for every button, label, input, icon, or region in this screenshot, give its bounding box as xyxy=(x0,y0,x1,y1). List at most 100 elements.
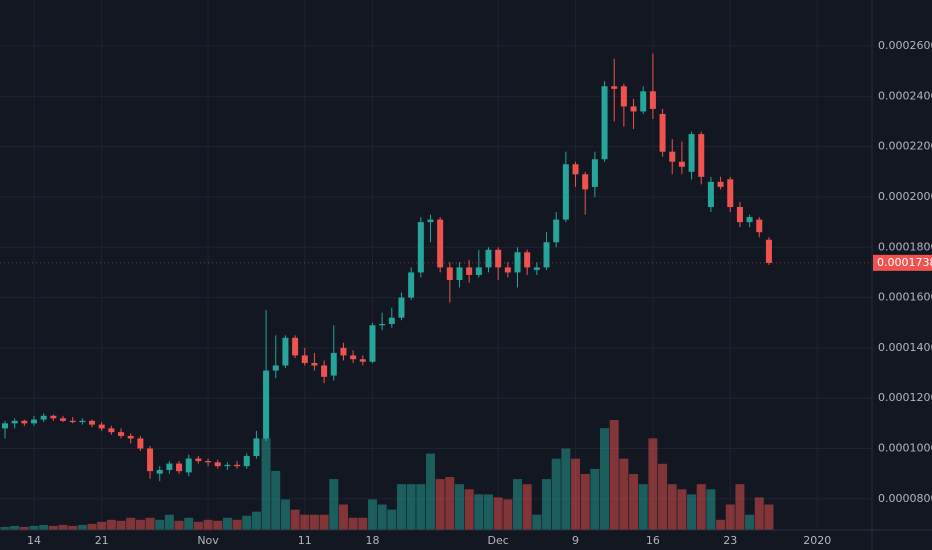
volume-bar xyxy=(638,484,648,530)
candle-body xyxy=(195,458,202,462)
volume-bar xyxy=(174,520,184,530)
candle-body xyxy=(427,219,434,223)
candle-body xyxy=(707,181,714,208)
candle-body xyxy=(601,86,608,160)
volume-bar xyxy=(261,438,271,530)
y-tick-label: 0.0002200 xyxy=(878,140,932,153)
candle-body xyxy=(205,461,212,463)
candle-body xyxy=(137,438,144,449)
volume-bar xyxy=(290,509,300,530)
volume-bar xyxy=(348,517,358,530)
volume-bar xyxy=(764,504,774,530)
candle-body xyxy=(340,347,347,356)
volume-bar xyxy=(29,525,39,530)
volume-bar xyxy=(677,489,687,530)
candle-body xyxy=(118,432,125,436)
candle-body xyxy=(311,362,318,366)
volume-bar xyxy=(19,526,29,530)
candle-body xyxy=(282,337,289,366)
candle-body xyxy=(234,464,241,467)
x-tick-label: 16 xyxy=(646,534,660,547)
volume-bar xyxy=(484,494,493,530)
candle-body xyxy=(21,420,28,424)
volume-bar xyxy=(542,479,552,530)
candle-body xyxy=(89,420,96,425)
volume-bar xyxy=(164,514,174,530)
candle-body xyxy=(504,267,511,273)
candle-body xyxy=(475,267,482,275)
y-tick-label: 0.0000800 xyxy=(878,492,932,505)
candle-body xyxy=(292,337,299,356)
last-price-label: 0.0001738 xyxy=(877,256,932,269)
volume-bar xyxy=(97,521,107,530)
volume-bar xyxy=(648,438,658,530)
x-tick-label: 11 xyxy=(298,534,312,547)
volume-bar xyxy=(716,519,726,530)
candle-body xyxy=(659,113,666,152)
volume-bar xyxy=(319,514,329,530)
volume-bar xyxy=(745,514,755,530)
candle-body xyxy=(640,91,647,112)
volume-bar xyxy=(387,509,397,530)
volume-bar xyxy=(271,470,281,530)
volume-bar xyxy=(213,520,223,530)
candle-body xyxy=(330,352,337,376)
x-tick-label: Dec xyxy=(488,534,509,547)
candle-body xyxy=(108,428,115,433)
candle-body xyxy=(350,355,357,360)
candle-body xyxy=(69,420,76,423)
candle-body xyxy=(147,448,154,472)
candle-body xyxy=(31,419,38,424)
candle-body xyxy=(736,207,743,223)
volume-bar xyxy=(280,499,290,530)
volume-bar xyxy=(513,479,523,530)
candle-body xyxy=(263,370,270,439)
candle-body xyxy=(60,418,67,421)
volume-bar xyxy=(425,453,435,530)
volume-bar xyxy=(193,521,203,530)
candle-body xyxy=(495,249,502,268)
candle-body xyxy=(214,462,221,467)
volume-bar xyxy=(406,484,416,530)
volume-bar xyxy=(658,463,668,530)
volume-bar xyxy=(39,524,49,530)
volume-bar xyxy=(222,517,232,530)
y-tick-label: 0.0002400 xyxy=(878,89,932,102)
volume-bar xyxy=(10,525,20,530)
volume-bar xyxy=(58,524,68,530)
candle-body xyxy=(446,267,453,280)
candle-body xyxy=(272,365,279,371)
volume-bar xyxy=(329,479,339,530)
volume-bar xyxy=(358,517,368,530)
volume-bar xyxy=(503,499,513,530)
volume-bar xyxy=(155,519,165,530)
volume-bar xyxy=(551,458,561,530)
candle-body xyxy=(727,179,734,208)
volume-bar xyxy=(493,497,503,530)
volume-bar xyxy=(251,511,261,530)
candle-body xyxy=(2,423,8,429)
candle-body xyxy=(688,134,695,172)
y-tick-label: 0.0001400 xyxy=(878,341,932,354)
x-tick-label: 14 xyxy=(27,534,41,547)
volume-bar xyxy=(232,519,242,530)
candle-body xyxy=(698,134,705,177)
volume-bar xyxy=(377,504,387,530)
candle-body xyxy=(582,174,589,190)
volume-bar xyxy=(116,520,126,530)
candle-body xyxy=(678,161,685,167)
candle-body xyxy=(224,464,231,467)
volume-bar xyxy=(590,468,600,530)
volume-bar xyxy=(561,448,571,530)
y-tick-label: 0.0001200 xyxy=(878,391,932,404)
volume-bar xyxy=(203,519,213,530)
volume-bar xyxy=(300,514,310,530)
candle-body xyxy=(379,323,386,326)
volume-bar xyxy=(735,484,745,530)
volume-bar xyxy=(454,484,464,530)
candle-body xyxy=(669,151,676,162)
candle-body xyxy=(756,219,763,233)
candle-body xyxy=(437,219,444,268)
y-tick-label: 0.0001800 xyxy=(878,240,932,253)
